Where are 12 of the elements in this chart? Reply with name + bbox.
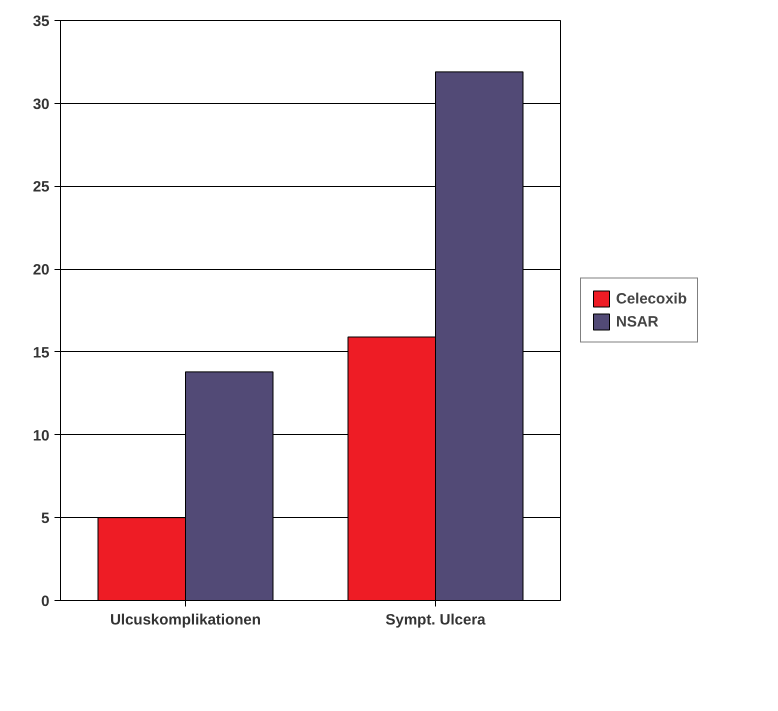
y-tick-label: 30 [32, 96, 50, 113]
x-tick-label: Ulcuskomplikationen [110, 612, 261, 628]
y-tick-label: 5 [41, 510, 50, 528]
legend-label: NSAR [616, 313, 659, 330]
y-tick-label: 10 [32, 427, 50, 444]
x-tick-label: Sympt. Ulcera [385, 612, 486, 628]
y-tick-label: 35 [32, 13, 50, 30]
y-tick-label: 15 [32, 344, 50, 362]
y-tick-label: 0 [41, 593, 50, 610]
y-tick-label: 20 [32, 262, 50, 279]
y-tick-label: 25 [32, 178, 50, 196]
legend-label: Celecoxib [616, 290, 687, 307]
